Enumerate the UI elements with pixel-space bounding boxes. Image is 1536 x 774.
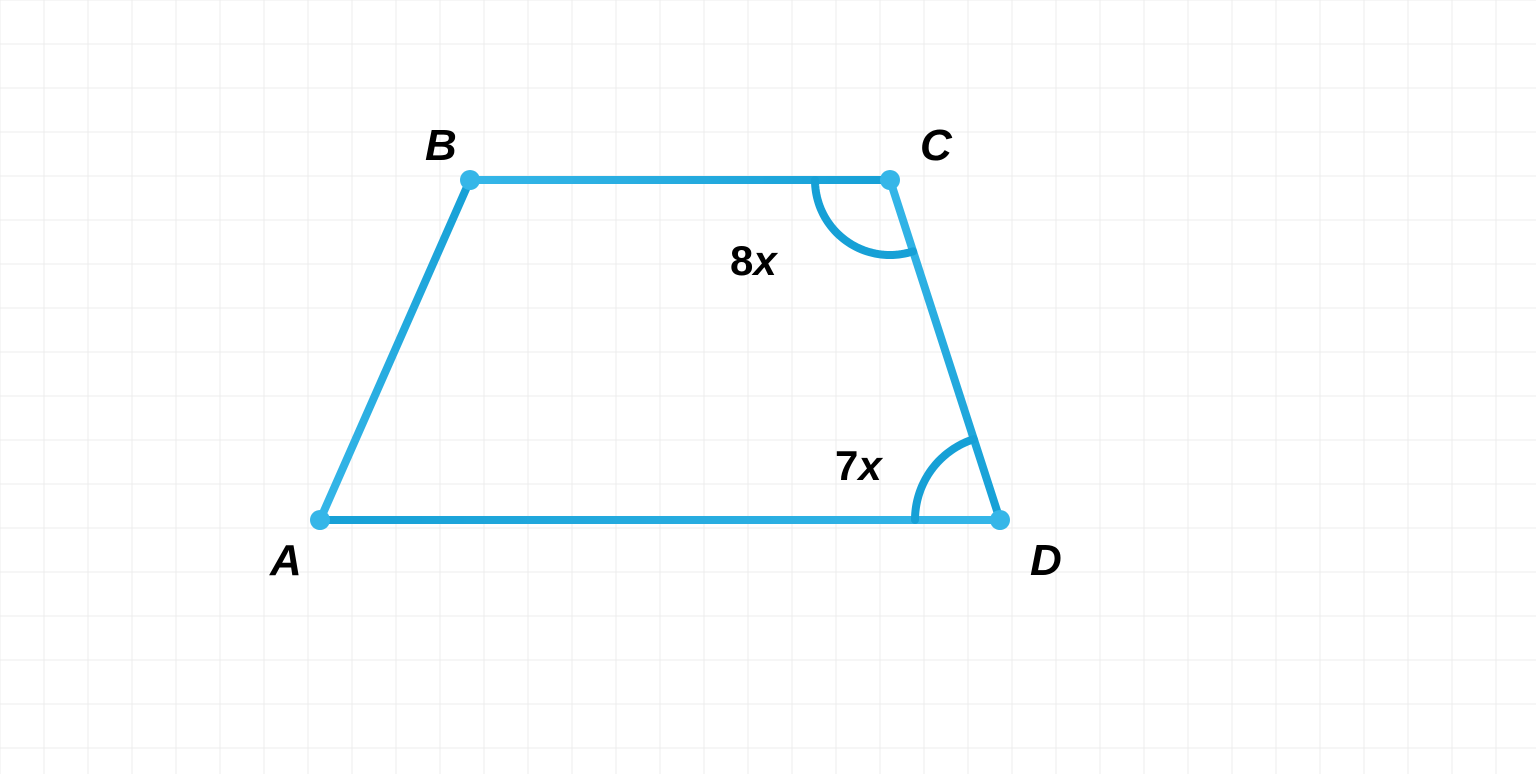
vertex-D [990, 510, 1010, 530]
vertex-label-D: D [1030, 536, 1062, 585]
diagram-canvas: A B C D 8x 7x [0, 0, 1536, 774]
vertex-label-C: C [920, 121, 953, 170]
angle-label-D: 7x [835, 442, 883, 489]
vertex-A [310, 510, 330, 530]
vertex-label-A: A [269, 536, 302, 585]
background [0, 0, 1536, 774]
vertex-label-B: B [425, 121, 457, 170]
vertex-C [880, 170, 900, 190]
vertex-B [460, 170, 480, 190]
angle-label-C: 8x [730, 237, 778, 284]
